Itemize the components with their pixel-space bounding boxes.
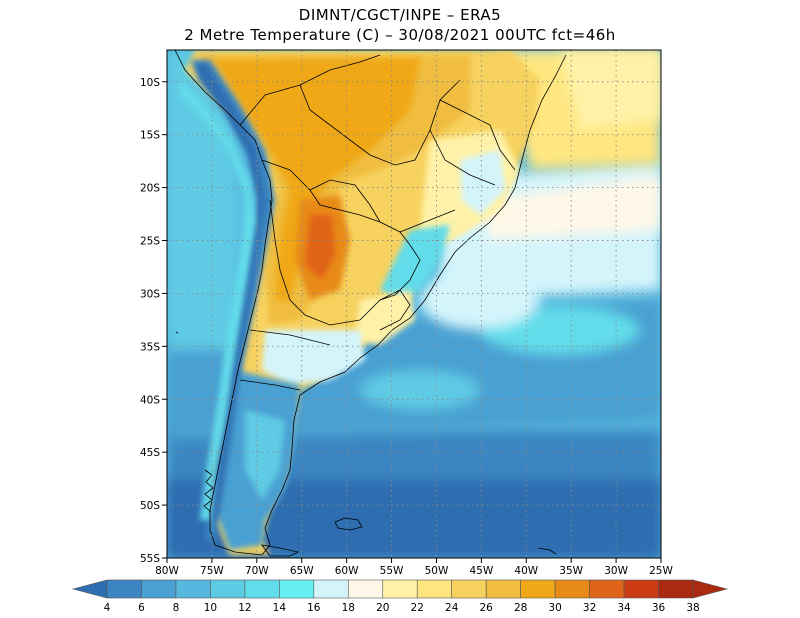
lat-tick-label: 45S	[140, 447, 160, 459]
colorbar-label: 34	[617, 602, 631, 614]
lat-tick-label: 15S	[140, 130, 160, 142]
colorbar-label: 12	[238, 602, 251, 614]
colorbar-box	[210, 579, 246, 599]
lon-tick-label: 40W	[514, 565, 538, 577]
lon-tick-label: 65W	[290, 565, 314, 577]
colorbar-label: 18	[342, 602, 355, 614]
colorbar-box	[554, 579, 590, 599]
colorbar-label: 16	[307, 602, 321, 614]
colorbar-boxes	[71, 579, 729, 599]
lon-tick-label: 55W	[380, 565, 404, 577]
colorbar-label: 8	[173, 602, 180, 614]
colorbar-box	[451, 579, 487, 599]
colorbar-box	[279, 579, 315, 599]
colorbar-box	[382, 579, 418, 599]
colorbar-box	[485, 579, 521, 599]
colorbar-box	[623, 579, 659, 599]
colorbar-box	[347, 579, 384, 599]
colorbar-label: 38	[686, 602, 699, 614]
colorbar-label: 6	[138, 602, 145, 614]
colorbar-box	[141, 579, 177, 599]
colorbar-high-extend	[692, 579, 729, 599]
chart-title-line2: 2 Metre Temperature (C) – 30/08/2021 00U…	[184, 26, 616, 44]
lat-tick-label: 25S	[140, 236, 160, 248]
lon-tick-label: 30W	[604, 565, 628, 577]
axis-ticks	[162, 81, 662, 563]
lat-tick-label: 10S	[140, 77, 160, 89]
lat-tick-label: 55S	[140, 553, 160, 565]
temperature-field	[167, 50, 661, 558]
colorbar-label: 20	[376, 602, 389, 614]
colorbar-label: 26	[479, 602, 493, 614]
lon-tick-labels: 80W 75W 70W 65W 60W 55W 50W 45W 40W 35W 30W 25W	[155, 565, 673, 577]
lon-tick-label: 70W	[245, 565, 269, 577]
lon-tick-label: 45W	[469, 565, 493, 577]
colorbar-label: 22	[411, 602, 424, 614]
lon-tick-label: 35W	[559, 565, 583, 577]
colorbar-label: 4	[104, 602, 111, 614]
colorbar-label: 28	[514, 602, 527, 614]
colorbar-box	[589, 579, 625, 599]
colorbar-box	[658, 579, 694, 599]
lon-tick-label: 75W	[200, 565, 224, 577]
colorbar-box	[244, 579, 280, 599]
lon-tick-label: 25W	[649, 565, 673, 577]
lat-tick-label: 40S	[140, 394, 160, 406]
colorbar-label: 30	[548, 602, 561, 614]
colorbar-label: 10	[204, 602, 217, 614]
lat-tick-label: 35S	[140, 341, 160, 353]
lon-tick-label: 50W	[425, 565, 449, 577]
colorbar-box	[106, 579, 142, 599]
lat-tick-label: 20S	[140, 183, 160, 195]
lon-tick-label: 80W	[155, 565, 179, 577]
colorbar-label: 14	[273, 602, 287, 614]
lat-tick-label: 30S	[140, 288, 160, 300]
colorbar-labels: 4 6 8 10 12 14 16 18 20 22 24 26 28 30 32 34 36 38	[104, 602, 700, 614]
map-frame	[166, 49, 662, 559]
colorbar-label: 32	[583, 602, 596, 614]
lon-tick-label: 60W	[335, 565, 359, 577]
colorbar-box	[175, 579, 211, 599]
chart-title-line1: DIMNT/CGCT/INPE – ERA5	[298, 6, 502, 24]
colorbar-label: 24	[445, 602, 459, 614]
lat-tick-label: 50S	[140, 500, 160, 512]
colorbar-box	[520, 579, 556, 599]
colorbar-low-extend	[71, 579, 108, 599]
colorbar-label: 36	[652, 602, 666, 614]
colorbar-box	[416, 579, 453, 599]
colorbar-box	[313, 579, 349, 599]
lat-tick-labels: 10S 15S 20S 25S 30S 35S 40S 45S 50S 55S	[140, 77, 160, 565]
